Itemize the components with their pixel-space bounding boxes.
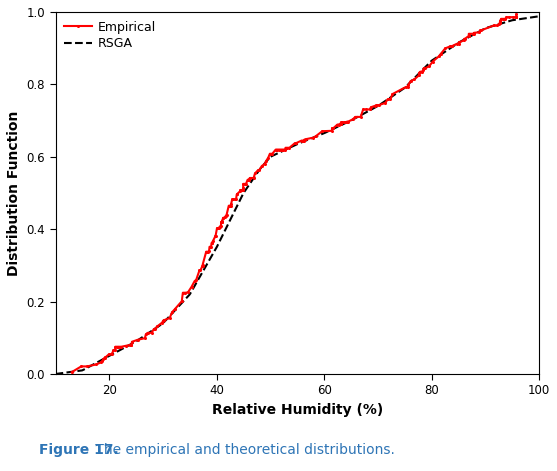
Legend: Empirical, RSGA: Empirical, RSGA xyxy=(62,18,159,53)
Text: Figure 17.: Figure 17. xyxy=(39,443,119,457)
Y-axis label: Distribution Function: Distribution Function xyxy=(7,110,21,276)
RSGA xyxy=(271,152,277,158)
Empirical xyxy=(69,369,75,375)
Line: RSGA: RSGA xyxy=(56,16,539,374)
Empirical xyxy=(513,12,520,17)
Empirical xyxy=(206,244,213,250)
RSGA xyxy=(52,371,59,377)
Text: The empirical and theoretical distributions.: The empirical and theoretical distributi… xyxy=(91,443,395,457)
Empirical xyxy=(269,151,276,156)
RSGA xyxy=(375,103,382,108)
RSGA xyxy=(337,123,344,129)
Empirical xyxy=(461,36,468,41)
Empirical xyxy=(208,240,215,246)
Empirical xyxy=(442,46,448,51)
RSGA xyxy=(416,70,423,76)
Line: Empirical: Empirical xyxy=(70,13,518,374)
X-axis label: Relative Humidity (%): Relative Humidity (%) xyxy=(212,403,383,417)
RSGA xyxy=(177,302,183,308)
Empirical xyxy=(470,31,476,37)
RSGA xyxy=(138,335,144,341)
RSGA xyxy=(536,14,543,19)
